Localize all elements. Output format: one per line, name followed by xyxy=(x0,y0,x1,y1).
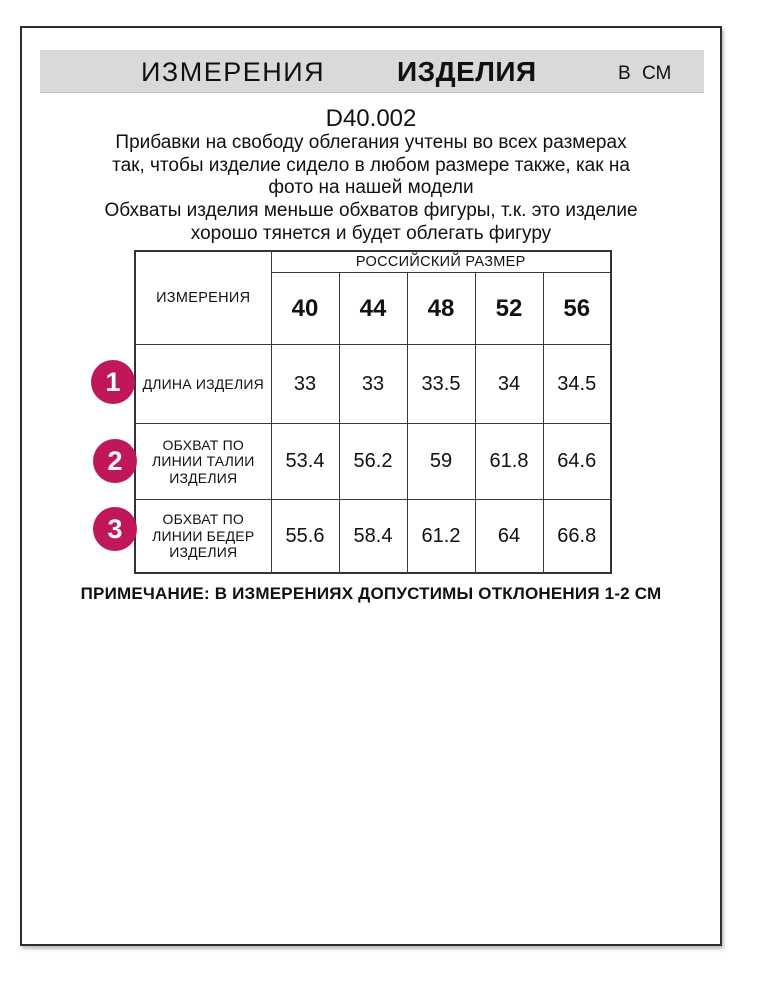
measurement-value: 66.8 xyxy=(542,499,612,574)
column-header-russian-size: РОССИЙСКИЙ РАЗМЕР xyxy=(270,250,612,273)
measurement-value: 64.6 xyxy=(542,423,612,500)
size-column-header: 44 xyxy=(338,272,408,345)
size-table: ИЗМЕРЕНИЯ РОССИЙСКИЙ РАЗМЕР 40 44 48 52 … xyxy=(134,250,612,574)
measurement-value: 61.2 xyxy=(406,499,476,574)
measurement-value: 34 xyxy=(474,344,544,424)
size-column-header: 40 xyxy=(270,272,340,345)
measurement-value: 33 xyxy=(270,344,340,424)
row-number-badge-2: 2 xyxy=(93,439,137,483)
title-measurements: ИЗМЕРЕНИЯ xyxy=(141,57,326,87)
measurement-value: 33.5 xyxy=(406,344,476,424)
table-row: ИЗМЕРЕНИЯ РОССИЙСКИЙ РАЗМЕР xyxy=(134,250,612,345)
measurement-value: 59 xyxy=(406,423,476,500)
measurement-value: 33 xyxy=(338,344,408,424)
column-header-measurements: ИЗМЕРЕНИЯ xyxy=(134,250,272,345)
product-code: D40.002 xyxy=(325,105,417,132)
row-label-waist: ОБХВАТ ПО ЛИНИИ ТАЛИИ ИЗДЕЛИЯ xyxy=(134,423,272,500)
measurement-value: 55.6 xyxy=(270,499,340,574)
measurement-value: 34.5 xyxy=(542,344,612,424)
row-number-badge-3: 3 xyxy=(93,507,137,551)
title-product: ИЗДЕЛИЯ xyxy=(397,56,537,87)
stretch-note: Обхваты изделия меньше обхватов фигуры, … xyxy=(22,200,720,245)
measurement-value: 64 xyxy=(474,499,544,574)
fit-note-line: фото на нашей модели xyxy=(268,177,474,198)
measurement-value: 61.8 xyxy=(474,423,544,500)
table-row: ОБХВАТ ПО ЛИНИИ ТАЛИИ ИЗДЕЛИЯ 53.4 56.2 … xyxy=(134,423,612,500)
tolerance-footnote: ПРИМЕЧАНИЕ: В ИЗМЕРЕНИЯХ ДОПУСТИМЫ ОТКЛО… xyxy=(80,584,662,603)
size-column-header: 48 xyxy=(406,272,476,345)
row-label-length: ДЛИНА ИЗДЕЛИЯ xyxy=(134,344,272,424)
fit-note-line: так, чтобы изделие сидело в любом размер… xyxy=(112,154,630,176)
measurement-value: 58.4 xyxy=(338,499,408,574)
fit-note: Прибавки на свободу облегания учтены во … xyxy=(22,132,720,200)
fit-note-line: Прибавки на свободу облегания учтены во … xyxy=(115,132,627,153)
size-column-header: 52 xyxy=(474,272,544,345)
page-frame: ИЗМЕРЕНИЯ ИЗДЕЛИЯ В СМ D40.002 Прибавки … xyxy=(20,26,722,946)
row-number-badge-1: 1 xyxy=(91,360,135,404)
measurement-value: 53.4 xyxy=(270,423,340,500)
size-column-header: 56 xyxy=(542,272,612,345)
table-row: ОБХВАТ ПО ЛИНИИ БЕДЕР ИЗДЕЛИЯ 55.6 58.4 … xyxy=(134,499,612,574)
row-label-hips: ОБХВАТ ПО ЛИНИИ БЕДЕР ИЗДЕЛИЯ xyxy=(134,499,272,574)
title-band: ИЗМЕРЕНИЯ ИЗДЕЛИЯ В СМ xyxy=(40,50,704,93)
title-units: В СМ xyxy=(618,63,672,84)
table-row: ДЛИНА ИЗДЕЛИЯ 33 33 33.5 34 34.5 xyxy=(134,344,612,424)
stretch-note-line: Обхваты изделия меньше обхватов фигуры, … xyxy=(104,200,638,221)
stretch-note-line: хорошо тянется и будет облегать фигуру xyxy=(190,222,552,244)
measurement-value: 56.2 xyxy=(338,423,408,500)
